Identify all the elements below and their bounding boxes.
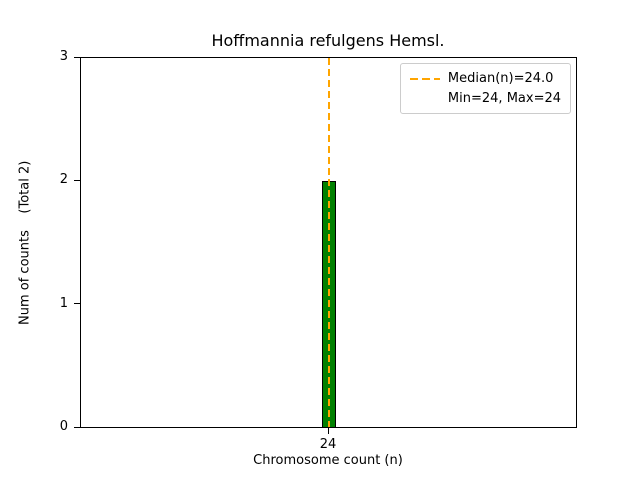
legend: Median(n)=24.0 Min=24, Max=24: [399, 63, 571, 114]
y-tick-mark: [74, 303, 80, 305]
legend-label-minmax: Min=24, Max=24: [447, 91, 561, 106]
x-tick-mark: [327, 428, 329, 434]
y-tick-label: 2: [59, 172, 68, 188]
y-tick-mark: [74, 179, 80, 181]
y-tick-label: 0: [59, 419, 68, 434]
legend-row-median: Median(n)=24.0: [409, 71, 561, 86]
y-axis-label: Num of counts (Total 2): [17, 160, 33, 325]
chart-title: Hoffmannia refulgens Hemsl.: [211, 31, 445, 50]
y-tick-mark: [74, 56, 80, 58]
plot-area: Median(n)=24.0 Min=24, Max=24: [80, 57, 577, 428]
median-line-sample-icon: [409, 77, 440, 80]
legend-sample-spacer: [410, 98, 440, 100]
y-tick-label: 3: [59, 49, 68, 64]
y-tick-mark: [74, 426, 80, 428]
median-line: [327, 58, 330, 427]
y-tick-label: 1: [59, 295, 68, 311]
legend-row-minmax: Min=24, Max=24: [410, 91, 561, 106]
x-axis-label: Chromosome count (n): [253, 453, 403, 468]
legend-label-median: Median(n)=24.0: [447, 71, 554, 86]
x-tick-label: 24: [319, 437, 337, 452]
